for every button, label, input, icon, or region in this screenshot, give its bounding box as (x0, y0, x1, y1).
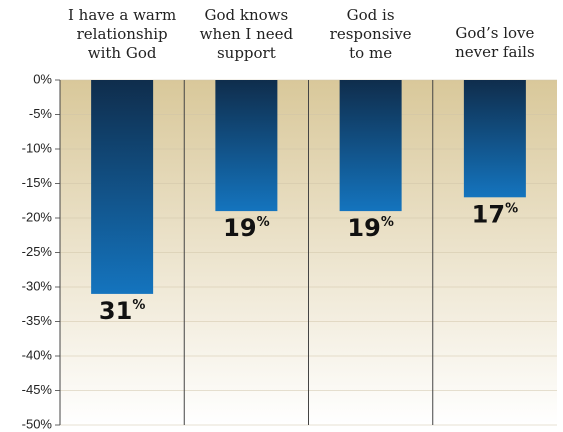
y-tick-label: -40% (22, 347, 53, 362)
bar (339, 80, 402, 212)
bar (463, 80, 526, 198)
x-tick-label: support (217, 44, 276, 62)
x-tick-label: with God (88, 44, 157, 62)
value-label: 19% (223, 214, 269, 242)
value-label: 31% (99, 297, 145, 325)
value-label: 17% (472, 200, 518, 228)
y-tick-label: 0% (33, 71, 52, 86)
x-tick-label: responsive (330, 25, 412, 43)
value-label: 19% (347, 214, 393, 242)
y-tick-label: -30% (22, 278, 53, 293)
x-tick-label: God knows (205, 6, 289, 24)
y-tick-label: -10% (22, 140, 53, 155)
y-tick-label: -20% (22, 209, 53, 224)
bar (91, 80, 154, 294)
x-tick-label: God is (347, 6, 395, 24)
x-tick-label: I have a warm (68, 6, 176, 24)
x-tick-label: God’s love (455, 24, 534, 42)
y-tick-label: -5% (29, 106, 53, 121)
x-tick-label: to me (349, 44, 392, 62)
x-tick-label: when I need (200, 25, 294, 43)
y-tick-label: -45% (22, 382, 53, 397)
bar (215, 80, 278, 212)
y-tick-label: -35% (22, 313, 53, 328)
y-tick-label: -15% (22, 175, 53, 190)
y-tick-label: -50% (22, 416, 53, 431)
x-tick-label: never fails (455, 43, 535, 61)
x-tick-label: relationship (77, 25, 168, 43)
y-tick-label: -25% (22, 244, 53, 259)
